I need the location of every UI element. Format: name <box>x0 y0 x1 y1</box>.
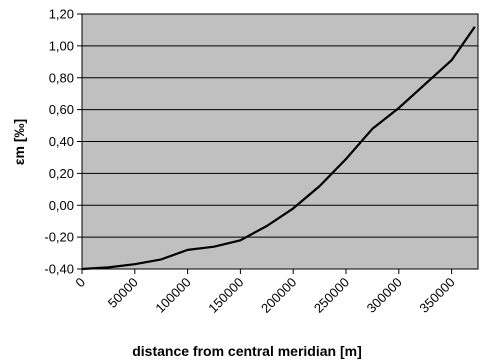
x-tick-label: 50000 <box>105 275 141 311</box>
y-axis-title: εm [‰] <box>11 119 27 165</box>
series-line <box>81 26 476 271</box>
x-tick-label: 200000 <box>258 275 299 316</box>
x-axis-ticks: 0 50000 100000 150000 200000 250000 300000 3500… <box>72 269 458 316</box>
y-tick-label: 1,20 <box>49 7 74 22</box>
y-tick-label: 1,00 <box>49 38 74 53</box>
x-tick-label: 100000 <box>152 275 193 316</box>
x-axis-title: distance from central meridian [m] <box>132 343 362 359</box>
y-tick-label: -0,40 <box>44 262 74 277</box>
x-tick-label: 150000 <box>205 275 246 316</box>
x-tick-label: 350000 <box>416 275 457 316</box>
x-tick-label: 0 <box>72 275 88 291</box>
x-tick-label: 300000 <box>364 275 405 316</box>
x-tick-label: 250000 <box>311 275 352 316</box>
y-tick-label: 0,40 <box>49 134 74 149</box>
y-tick-label: 0,00 <box>49 198 74 213</box>
y-tick-label: 0,80 <box>49 70 74 85</box>
y-tick-label: 0,20 <box>49 166 74 181</box>
plot-border <box>81 13 479 270</box>
y-tick-label: 0,60 <box>49 102 74 117</box>
y-tick-label: -0,20 <box>44 230 74 245</box>
y-axis-ticks: -0,40 -0,20 0,00 0,20 0,40 0,60 0,80 1,00 1,20 <box>44 7 82 277</box>
